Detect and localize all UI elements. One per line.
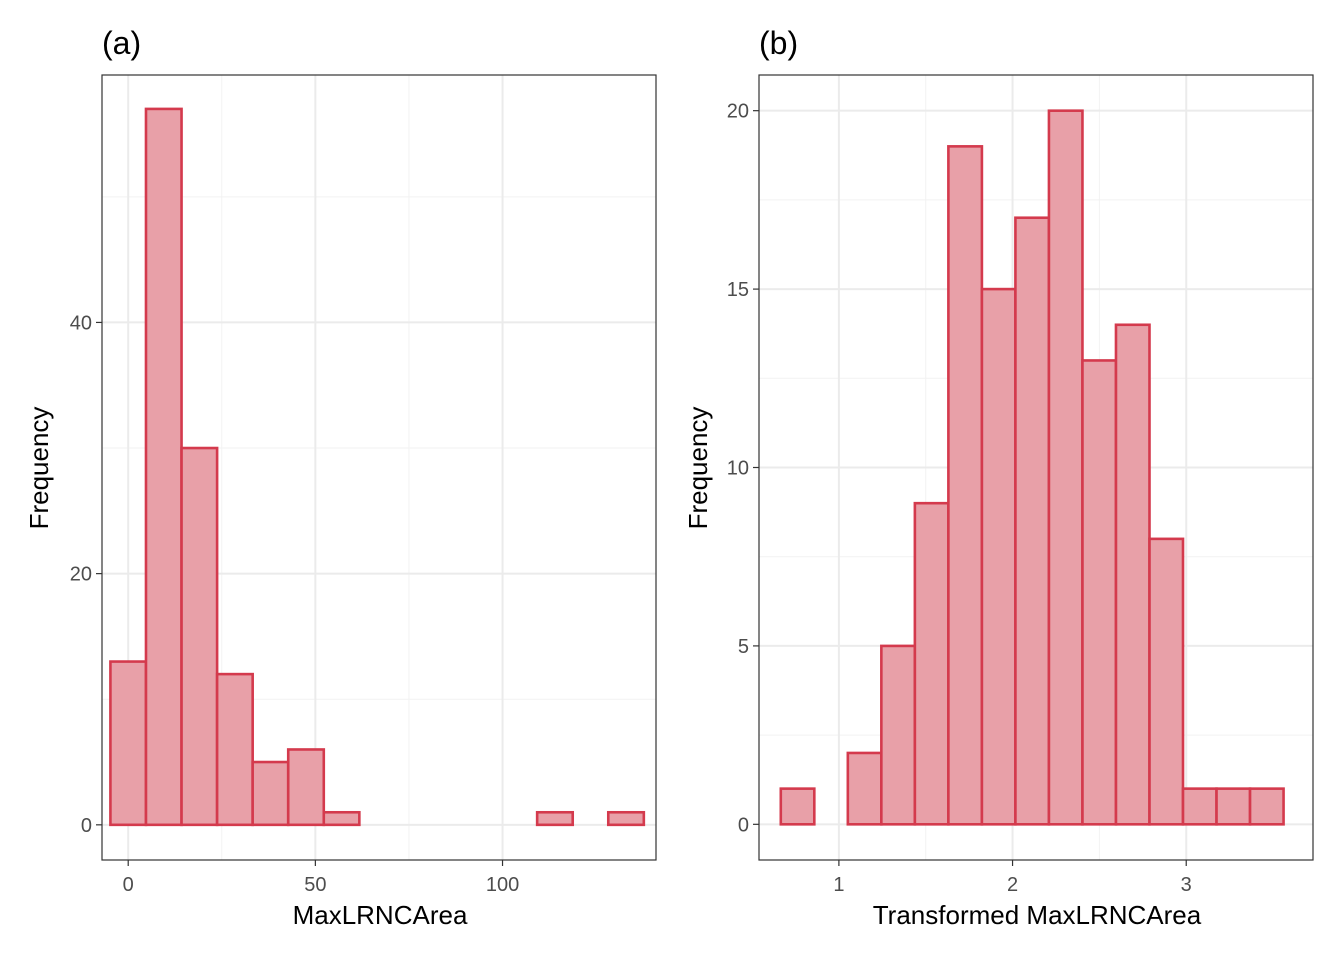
panel-a-y-axis-title: Frequency bbox=[24, 407, 54, 530]
panel-b-bar-11 bbox=[1148, 537, 1185, 826]
panel-b-y-tick-label: 0 bbox=[738, 814, 749, 836]
panel-a-bar-2 bbox=[180, 446, 219, 827]
panel-b-y-tick-label: 10 bbox=[727, 458, 749, 480]
panel-b-x-tick-label: 1 bbox=[833, 874, 844, 896]
panel-b-bar-14 bbox=[1248, 787, 1285, 826]
panel-b-y-tick-label: 20 bbox=[727, 101, 749, 123]
panel-a-bar-12 bbox=[535, 810, 575, 827]
panel-a-bar-5 bbox=[286, 748, 326, 827]
panel-b-bar-13 bbox=[1215, 787, 1252, 826]
panel-a-y-tick-label: 40 bbox=[70, 312, 92, 334]
panel-a-bar-6 bbox=[322, 810, 361, 827]
panel-a-y-tick-label: 20 bbox=[70, 564, 92, 586]
panel-a-y-tick-label: 0 bbox=[81, 815, 92, 837]
panel-b-bar-2 bbox=[846, 751, 883, 826]
panel-a-bar-14 bbox=[606, 810, 646, 827]
panel-b-bar-4 bbox=[913, 501, 950, 826]
panel-b-y-tick-label: 5 bbox=[738, 636, 749, 658]
panel-b-bar-12 bbox=[1181, 787, 1218, 826]
panel-b-label: (b) bbox=[759, 25, 798, 61]
panel-b-bar-9 bbox=[1081, 359, 1118, 826]
panel-a-bar-4 bbox=[251, 760, 290, 827]
plot-b-area: 1 2 3 0 5 10 15 20 bbox=[727, 74, 1314, 896]
panel-a-x-tick-label: 0 bbox=[123, 874, 134, 896]
panel-a-label: (a) bbox=[102, 25, 141, 61]
panel-b-x-axis-title: Transformed MaxLRNCArea bbox=[873, 900, 1202, 930]
panel-a: (a) 0 50 100 0 20 40 MaxLRNCArea Frequency bbox=[24, 25, 657, 930]
panel-a-x-tick-label: 100 bbox=[486, 874, 519, 896]
panel-b-bar-8 bbox=[1047, 109, 1084, 826]
panel-b-bar-6 bbox=[980, 287, 1017, 826]
panel-b-x-tick-label: 2 bbox=[1007, 874, 1018, 896]
panel-b-x-tick-label: 3 bbox=[1181, 874, 1192, 896]
panel-a-bar-1 bbox=[144, 107, 183, 827]
panel-a-x-axis-title: MaxLRNCArea bbox=[293, 900, 468, 930]
panel-a-x-tick-label: 50 bbox=[304, 874, 326, 896]
panel-b-bar-10 bbox=[1114, 323, 1151, 826]
plot-a-area: 0 50 100 0 20 40 bbox=[70, 74, 657, 896]
panel-b-y-tick-label: 15 bbox=[727, 279, 749, 301]
panel-b-bar-0 bbox=[779, 787, 816, 826]
panel-b-bar-7 bbox=[1014, 216, 1051, 826]
panel-b-y-axis-title: Frequency bbox=[683, 407, 713, 530]
panel-a-bar-3 bbox=[215, 672, 254, 827]
panel-a-border bbox=[101, 74, 657, 861]
panel-b-bar-3 bbox=[880, 644, 917, 826]
panel-a-bar-0 bbox=[109, 660, 148, 827]
panel-b-bar-5 bbox=[947, 145, 984, 826]
